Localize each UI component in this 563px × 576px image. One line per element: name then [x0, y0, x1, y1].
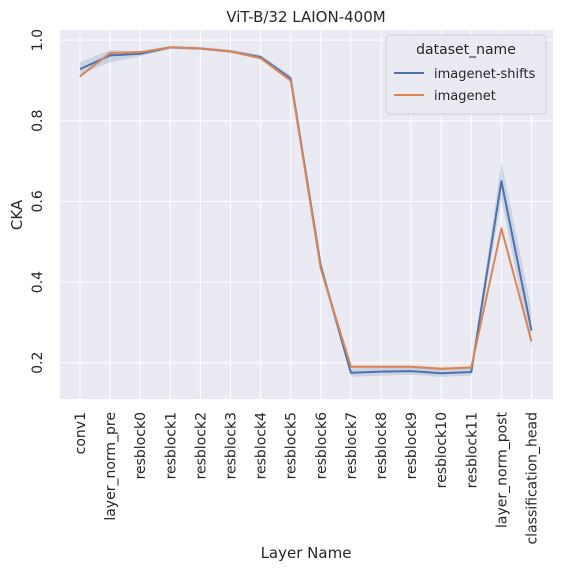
x-tick-label: layer_norm_pre	[103, 412, 119, 521]
y-tick-labels: 0.2 0.4 0.6 0.8 1.0	[30, 29, 46, 374]
x-tick-label: resblock3	[224, 412, 240, 479]
x-tick-labels: conv1 layer_norm_pre resblock0 resblock1 res…	[73, 411, 541, 544]
x-tick-label: resblock2	[193, 412, 209, 479]
y-tick-label: 1.0	[30, 29, 46, 51]
x-tick-label: resblock7	[344, 412, 360, 479]
x-tick-label: resblock1	[163, 412, 179, 479]
x-tick-label: resblock9	[404, 412, 420, 479]
legend-box	[385, 34, 547, 115]
x-tick-label: resblock0	[133, 412, 149, 479]
x-tick-label: classification_head	[525, 412, 541, 545]
x-tick-label: resblock6	[314, 412, 330, 480]
x-tick-label: conv1	[73, 412, 89, 454]
x-tick-label: layer_norm_post	[494, 411, 510, 527]
legend-label-imagenet-shifts: imagenet-shifts	[434, 67, 536, 82]
legend-label-imagenet: imagenet	[434, 89, 496, 104]
x-tick-label: resblock10	[434, 412, 450, 488]
x-tick-label: resblock4	[254, 412, 270, 480]
y-tick-label: 0.4	[30, 271, 46, 293]
y-tick-label: 0.8	[30, 110, 46, 132]
y-axis-label: CKA	[8, 199, 26, 230]
y-tick-label: 0.2	[30, 352, 46, 374]
series-line-imagenet	[79, 46, 533, 370]
series-lines	[79, 46, 533, 375]
legend-title: dataset_name	[416, 42, 516, 58]
y-tick-label: 0.6	[30, 190, 46, 212]
grid-lines	[60, 30, 553, 399]
x-tick-label: resblock5	[284, 412, 300, 479]
chart-title: ViT-B/32 LAION-400M	[226, 8, 385, 26]
x-tick-label: resblock11	[464, 412, 480, 488]
x-axis-label: Layer Name	[261, 544, 352, 562]
x-tick-label: resblock8	[374, 412, 390, 479]
legend: dataset_name imagenet-shifts imagenet	[385, 34, 547, 115]
